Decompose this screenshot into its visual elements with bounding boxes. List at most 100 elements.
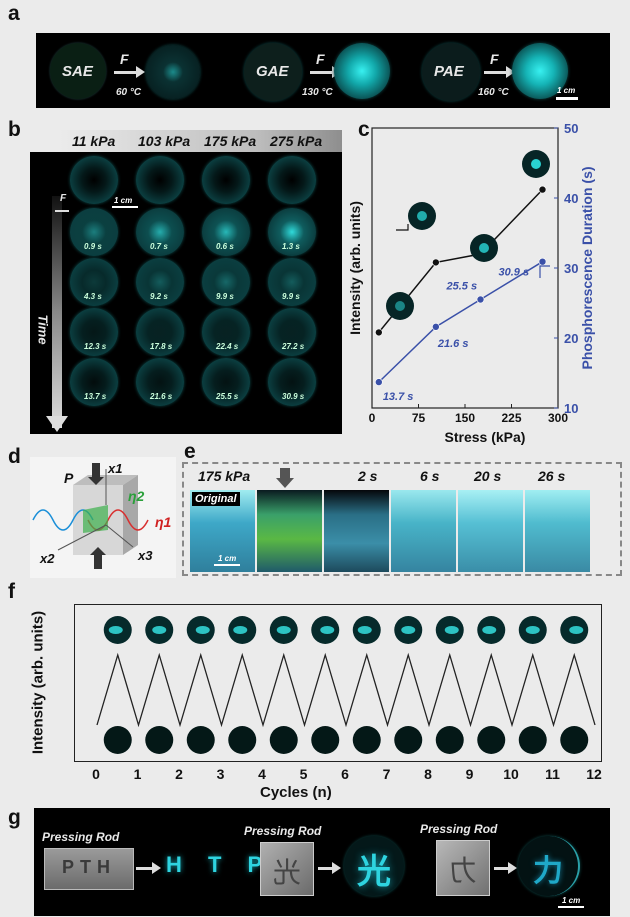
arrow-head-1 bbox=[136, 66, 145, 78]
cube-side bbox=[123, 475, 138, 555]
f-off-disc bbox=[477, 726, 506, 754]
panel-label-g: g bbox=[8, 806, 21, 829]
e-label-20s: 20 s bbox=[474, 468, 502, 484]
data-point-0 bbox=[538, 185, 547, 194]
panel-label-a: a bbox=[8, 2, 20, 25]
f-on-glow bbox=[444, 626, 459, 634]
e-original-label: Original bbox=[192, 492, 240, 506]
e-label-6s: 6 s bbox=[420, 468, 440, 484]
duration-annotation: 21.6 s bbox=[437, 338, 469, 350]
left-axis-indicator bbox=[396, 224, 409, 231]
rod-guang: 光 bbox=[260, 842, 314, 896]
panel-f-frame bbox=[74, 604, 602, 762]
y-right-tick-label: 40 bbox=[564, 191, 578, 206]
e-label-pressure: 175 kPa bbox=[198, 468, 251, 484]
f-on-glow bbox=[276, 626, 291, 634]
b-time-label: 25.5 s bbox=[216, 392, 239, 401]
panel-d-diagram bbox=[30, 457, 176, 578]
f-off-disc bbox=[352, 726, 381, 754]
f-off-disc bbox=[518, 726, 547, 754]
x-tick-label: 225 bbox=[501, 411, 521, 425]
e-frame-image bbox=[391, 490, 456, 572]
b-disc bbox=[268, 308, 316, 356]
f-xtick-label: 4 bbox=[258, 766, 266, 782]
rod-li-text: 力 bbox=[449, 855, 478, 886]
y-right-tick-label: 30 bbox=[564, 261, 578, 276]
f-xtick-label: 7 bbox=[382, 766, 391, 782]
arrow-3 bbox=[484, 71, 506, 74]
temp-label-2: 130 °C bbox=[302, 87, 333, 98]
f-on-glow bbox=[525, 626, 540, 634]
scale-bar-a bbox=[556, 97, 578, 100]
duration-annotation: 25.5 s bbox=[446, 281, 478, 293]
panel-e-frame: 175 kPa 2 s 6 s 20 s 26 s Original 1 cm bbox=[182, 462, 622, 576]
y-left-label: Intensity (arb. units) bbox=[347, 201, 363, 335]
arrow-1 bbox=[114, 71, 136, 74]
b-disc bbox=[202, 308, 250, 356]
scale-bar-e bbox=[214, 564, 240, 566]
f-off-disc bbox=[269, 726, 298, 754]
data-point-0 bbox=[432, 258, 440, 267]
time-label: Time bbox=[35, 314, 51, 345]
pressure-gradient-bar bbox=[60, 130, 342, 152]
e-label-2s: 2 s bbox=[358, 468, 378, 484]
f-on-glow bbox=[357, 626, 372, 634]
f-off-disc bbox=[394, 726, 423, 754]
axis-x3 bbox=[105, 524, 134, 548]
label-P: P bbox=[64, 470, 74, 486]
f-xtick-label: 3 bbox=[216, 766, 225, 782]
label-eta2: η2 bbox=[128, 488, 145, 504]
f-off-disc bbox=[145, 726, 174, 754]
f-on-glow bbox=[108, 626, 123, 634]
b-disc bbox=[136, 258, 184, 306]
panel-label-c: c bbox=[358, 118, 370, 141]
panel-g-image: Pressing Rod PTH H T P Pressing Rod 光 光 … bbox=[34, 808, 610, 916]
b-time-label: 9.2 s bbox=[150, 292, 168, 301]
press-arrow-top bbox=[92, 463, 100, 477]
f-xtick-label: 9 bbox=[465, 766, 474, 782]
arrow-2 bbox=[310, 71, 332, 74]
rod-htp-text: PTH bbox=[62, 857, 116, 877]
x-tick-label: 150 bbox=[455, 411, 475, 425]
force-label-1: F bbox=[120, 51, 129, 67]
gae-label: GAE bbox=[256, 63, 289, 80]
b-disc bbox=[70, 208, 118, 256]
b-disc bbox=[268, 156, 316, 204]
panel-label-e: e bbox=[184, 440, 196, 463]
f-off-disc bbox=[186, 726, 215, 754]
f-on-glow bbox=[233, 626, 248, 634]
b-time-label: 27.2 s bbox=[282, 342, 305, 351]
b-time-label: 21.6 s bbox=[150, 392, 173, 401]
sae-label: SAE bbox=[62, 63, 93, 80]
rod-label-3: Pressing Rod bbox=[420, 822, 498, 836]
temp-label-3: 160 °C bbox=[478, 87, 509, 98]
b-disc bbox=[202, 156, 250, 204]
g-result-guang: 光 bbox=[357, 853, 391, 891]
scale-label-e: 1 cm bbox=[218, 554, 237, 563]
f-off-disc bbox=[103, 726, 132, 754]
f-off-disc bbox=[311, 726, 340, 754]
duration-annotation: 30.9 s bbox=[499, 267, 530, 279]
b-disc bbox=[268, 208, 316, 256]
intensity-zigzag bbox=[96, 652, 596, 728]
scale-label-g: 1 cm bbox=[562, 896, 581, 905]
panel-b-image: Time F 1 cm 0.9 s 0.7 s 0.6 s 1.3 s 4.3 s 9.2… bbox=[30, 152, 342, 434]
g-arrow-1 bbox=[136, 867, 154, 870]
b-disc bbox=[202, 208, 250, 256]
f-xtick-label: 6 bbox=[341, 766, 349, 782]
f-xtick-label: 5 bbox=[299, 766, 308, 782]
b-disc bbox=[70, 258, 118, 306]
scale-label-a: 1 cm bbox=[557, 86, 576, 95]
press-arrow-top-head bbox=[88, 477, 104, 485]
b-disc bbox=[136, 358, 184, 406]
cycle-plot bbox=[96, 616, 596, 754]
temp-label-1: 60 °C bbox=[116, 87, 142, 98]
b-time-label: 13.7 s bbox=[84, 392, 107, 401]
panel-a-image: SAE F 60 °C GAE F 130 °C PAE F 160 °C 1 … bbox=[36, 33, 610, 108]
pae-disc bbox=[422, 43, 480, 101]
data-point-0 bbox=[375, 328, 383, 337]
press-arrow-bottom-head bbox=[90, 547, 106, 555]
pae-result-disc bbox=[512, 43, 568, 99]
arrow-head-3 bbox=[506, 66, 515, 78]
